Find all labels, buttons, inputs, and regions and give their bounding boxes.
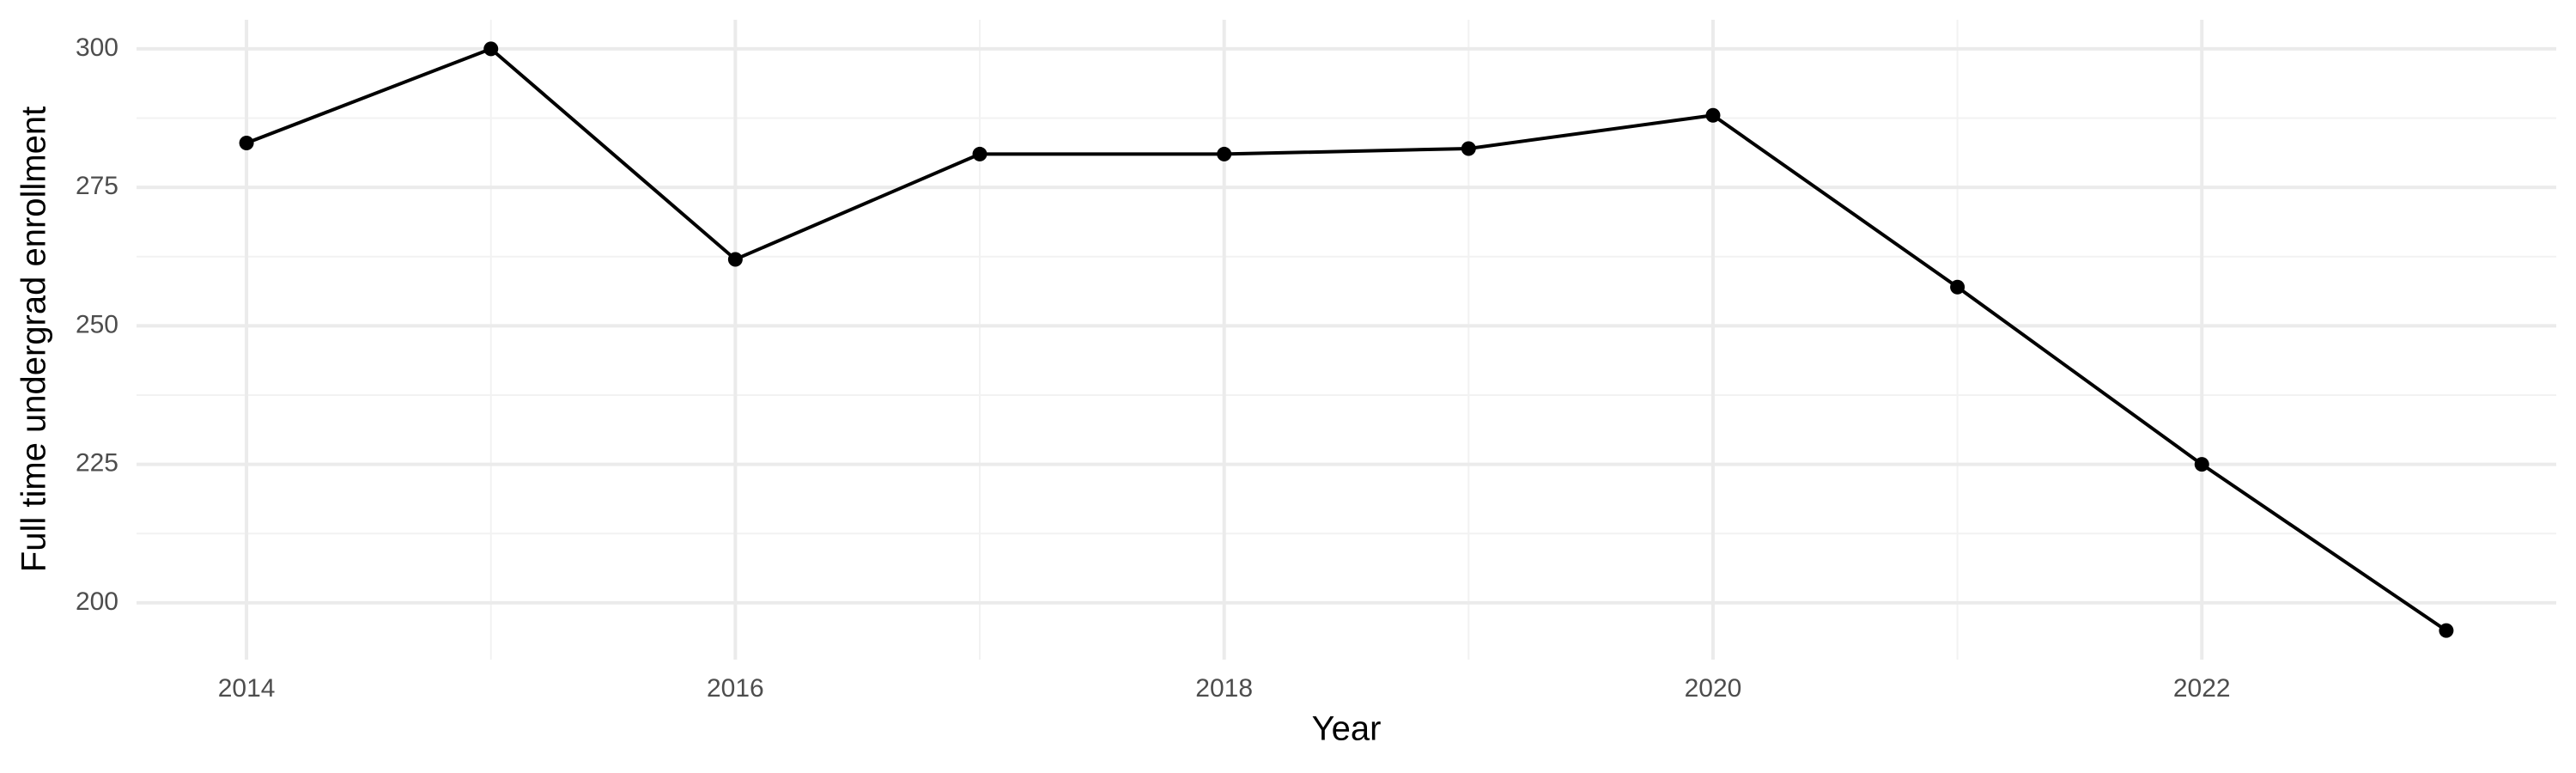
- y-tick-label: 275: [76, 172, 118, 200]
- data-line: [246, 46, 2448, 632]
- x-tick-label: 2018: [1195, 674, 1253, 703]
- y-tick-label: 225: [76, 449, 118, 478]
- data-point: [483, 41, 499, 57]
- x-axis-title: Year: [1312, 710, 1382, 748]
- data-point: [972, 146, 987, 161]
- data-point: [1950, 279, 1965, 295]
- y-axis-title: Full time undergrad enrollment: [15, 107, 53, 572]
- data-point: [727, 252, 743, 267]
- plot-marks: [239, 41, 2454, 638]
- y-tick-label: 200: [76, 587, 118, 616]
- x-tick-label: 2016: [707, 674, 764, 703]
- data-point: [1217, 146, 1232, 161]
- data-point: [1705, 107, 1721, 123]
- x-tick-label: 2014: [218, 674, 276, 703]
- x-tick-label: 2022: [2173, 674, 2231, 703]
- data-point: [2439, 623, 2454, 638]
- x-tick-label: 2020: [1685, 674, 1742, 703]
- y-tick-label: 300: [76, 33, 118, 62]
- grid: [137, 20, 2556, 660]
- data-point: [2194, 457, 2209, 472]
- data-point: [239, 136, 254, 151]
- data-point: [1461, 141, 1476, 156]
- y-tick-label: 250: [76, 310, 118, 338]
